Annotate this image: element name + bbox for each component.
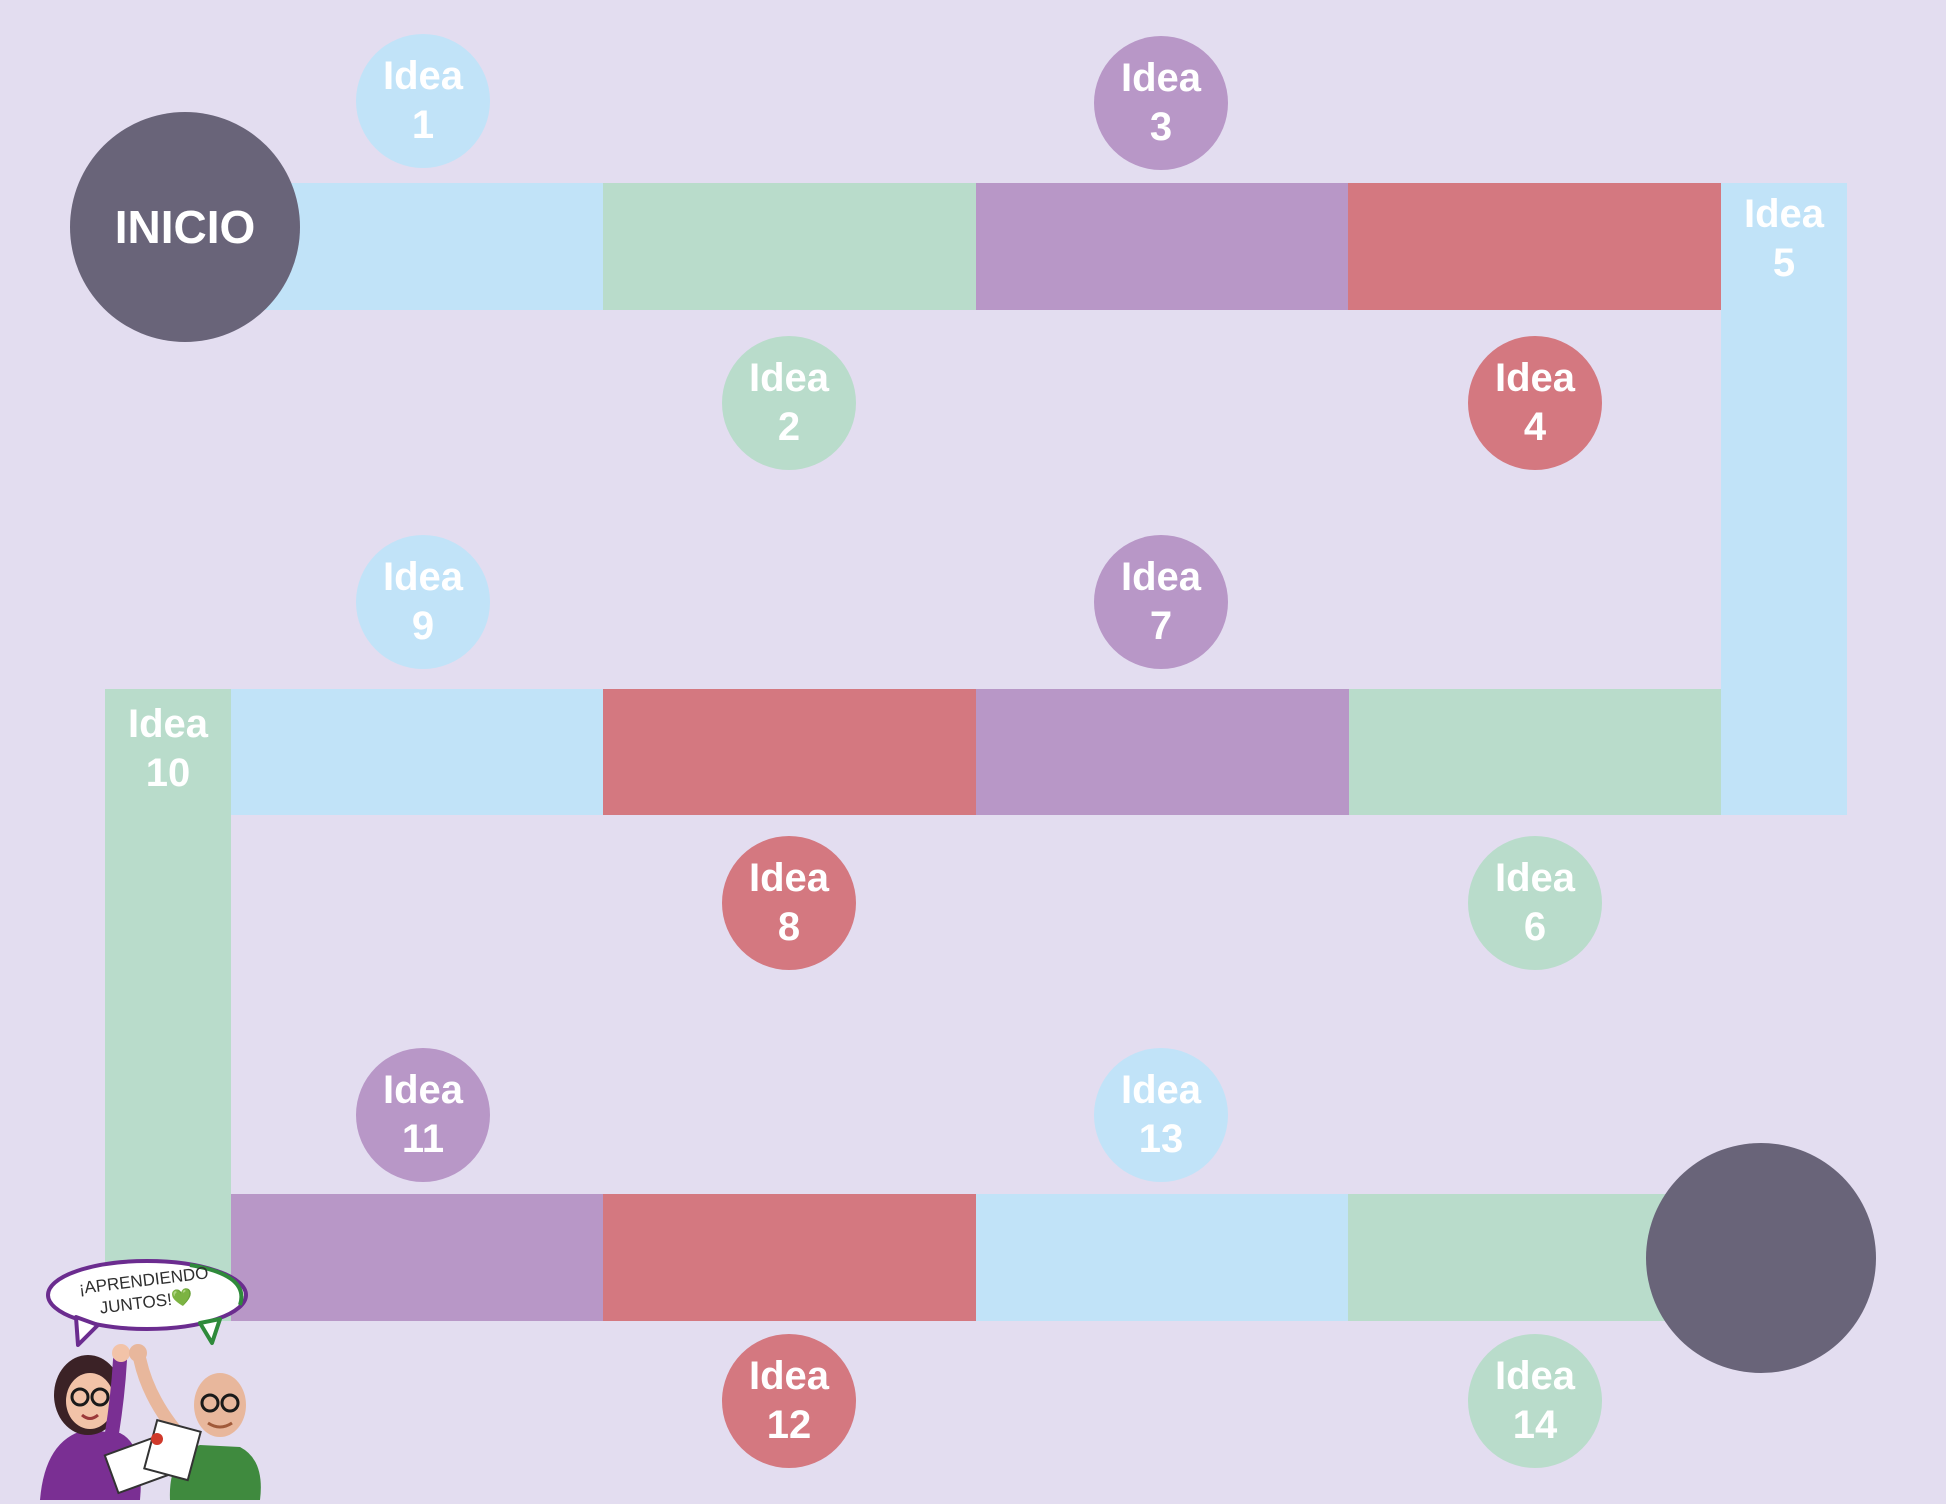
idea-bubble-3: Idea 3 — [1094, 36, 1228, 170]
idea-bubble-8: Idea 8 — [722, 836, 856, 970]
path-segment — [603, 183, 976, 310]
mascot-illustration — [40, 1259, 261, 1500]
idea-bubble-11: Idea 11 — [356, 1048, 490, 1182]
idea-bubble-6: Idea 6 — [1468, 836, 1602, 970]
path-segment — [105, 689, 231, 1321]
path-segment — [603, 689, 976, 815]
path-segment — [1721, 183, 1847, 815]
path-segment — [976, 183, 1348, 310]
idea-bubble-9: Idea 9 — [356, 535, 490, 669]
idea-bubble-7: Idea 7 — [1094, 535, 1228, 669]
path-segment — [976, 1194, 1348, 1321]
idea-label-5: Idea 5 — [1743, 192, 1825, 285]
idea-bubble-4: Idea 4 — [1468, 336, 1602, 470]
start-label: INICIO — [114, 201, 256, 253]
end-circle — [1646, 1143, 1876, 1373]
idea-bubble-2: Idea 2 — [722, 336, 856, 470]
start-circle: INICIO — [70, 112, 300, 342]
idea-bubble-1: Idea 1 — [356, 34, 490, 168]
path-segment — [603, 1194, 976, 1321]
path-segment — [976, 689, 1349, 815]
path-segment — [1349, 689, 1721, 815]
idea-bubble-12: Idea 12 — [722, 1334, 856, 1468]
path-segment — [1348, 183, 1721, 310]
idea-label-10: Idea 10 — [127, 702, 209, 795]
path-segment — [231, 1194, 603, 1321]
papers-icon — [103, 1418, 202, 1495]
path-segment — [240, 183, 603, 310]
path-segment — [231, 689, 603, 815]
idea-bubble-14: Idea 14 — [1468, 1334, 1602, 1468]
speech-bubble-icon — [46, 1259, 248, 1347]
idea-bubble-13: Idea 13 — [1094, 1048, 1228, 1182]
